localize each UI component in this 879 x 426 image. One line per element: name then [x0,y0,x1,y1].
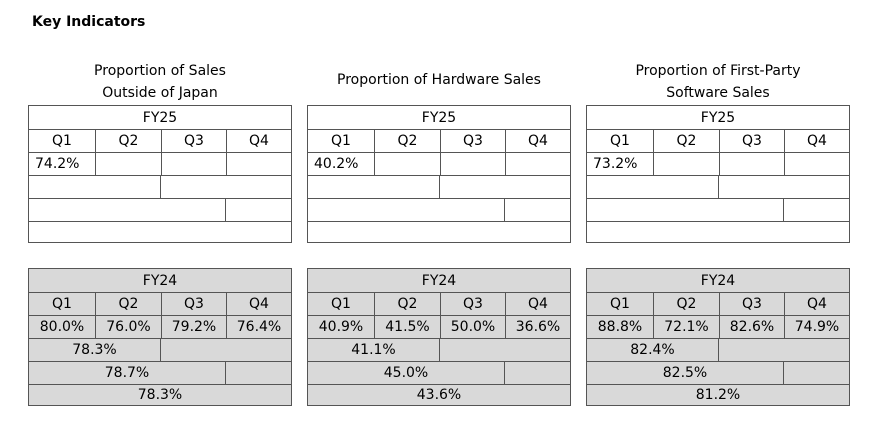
half-year-value: 41.1% [308,338,440,361]
quarter-header-q1: Q1 [587,292,653,315]
half-year-blank [719,175,849,198]
quarter-header-q4: Q4 [226,129,291,152]
quarter-header-q3: Q3 [161,292,226,315]
three-quarter-value: 82.5% [587,361,784,384]
full-year-value: 78.3% [29,384,291,405]
quarter-value-q2: 41.5% [374,315,440,338]
year-header: FY25 [700,109,736,126]
fy25-table-sales-outside-japan: FY25 Q1 Q2 Q3 Q4 74.2% [28,105,292,243]
year-header: FY25 [421,109,457,126]
three-quarter-blank [226,198,291,221]
half-year-blank [161,338,291,361]
quarter-value-q3: 82.6% [719,315,784,338]
quarter-value-q3 [440,152,505,175]
quarter-value-q1: 40.9% [308,315,374,338]
quarter-value-q4: 76.4% [226,315,291,338]
panel-title-line: Proportion of First-Party [635,63,801,79]
full-year-value: 43.6% [308,384,570,405]
year-header: FY24 [421,272,457,289]
panel-title-sales-outside-japan: Proportion of Sales Outside of Japan [28,60,292,104]
half-year-blank [440,338,570,361]
quarter-header-q2: Q2 [95,129,161,152]
fy25-table-hardware-sales: FY25 Q1 Q2 Q3 Q4 40.2% [307,105,571,243]
quarter-value-q4: 74.9% [784,315,849,338]
three-quarter-value [587,198,784,221]
quarter-header-q1: Q1 [29,129,95,152]
quarter-value-q1: 73.2% [587,152,653,175]
quarter-header-q1: Q1 [29,292,95,315]
half-year-value [308,175,440,198]
quarter-value-q2 [653,152,719,175]
three-quarter-blank [505,198,570,221]
quarter-value-q2: 76.0% [95,315,161,338]
three-quarter-blank [226,361,291,384]
half-year-value [29,175,161,198]
quarter-value-q2 [95,152,161,175]
half-year-blank [440,175,570,198]
half-year-value: 82.4% [587,338,719,361]
panel-title-line: Proportion of Hardware Sales [337,72,541,88]
quarter-header-q3: Q3 [440,292,505,315]
quarter-value-q3 [719,152,784,175]
half-year-blank [719,338,849,361]
half-year-value: 78.3% [29,338,161,361]
full-year-value [29,221,291,242]
quarter-value-q1: 40.2% [308,152,374,175]
fy24-table-hardware-sales: FY24 Q1 Q2 Q3 Q4 40.9% 41.5% 50.0% 36.6%… [307,268,571,406]
quarter-value-q4: 36.6% [505,315,570,338]
quarter-value-q1: 80.0% [29,315,95,338]
quarter-header-q4: Q4 [784,129,849,152]
quarter-header-q4: Q4 [505,129,570,152]
quarter-header-q2: Q2 [374,292,440,315]
three-quarter-blank [505,361,570,384]
year-header: FY24 [142,272,178,289]
three-quarter-blank [784,361,849,384]
half-year-blank [161,175,291,198]
quarter-header-q4: Q4 [784,292,849,315]
quarter-header-q2: Q2 [653,292,719,315]
full-year-value [308,221,570,242]
quarter-value-q3 [161,152,226,175]
quarter-header-q3: Q3 [440,129,505,152]
fy24-table-sales-outside-japan: FY24 Q1 Q2 Q3 Q4 80.0% 76.0% 79.2% 76.4%… [28,268,292,406]
quarter-value-q4 [784,152,849,175]
year-header: FY24 [700,272,736,289]
quarter-value-q2 [374,152,440,175]
quarter-value-q4 [226,152,291,175]
fy24-table-first-party-software: FY24 Q1 Q2 Q3 Q4 88.8% 72.1% 82.6% 74.9%… [586,268,850,406]
quarter-header-q1: Q1 [308,129,374,152]
three-quarter-value [29,198,226,221]
panel-title-line: Outside of Japan [102,85,218,101]
page-heading: Key Indicators [32,14,146,30]
three-quarter-value [308,198,505,221]
quarter-header-q2: Q2 [95,292,161,315]
quarter-value-q1: 88.8% [587,315,653,338]
quarter-header-q4: Q4 [226,292,291,315]
quarter-value-q3: 79.2% [161,315,226,338]
panel-title-line: Software Sales [666,85,770,101]
quarter-header-q3: Q3 [161,129,226,152]
quarter-header-q1: Q1 [308,292,374,315]
year-header: FY25 [142,109,178,126]
quarter-header-q3: Q3 [719,129,784,152]
panel-title-line: Proportion of Sales [94,63,226,79]
quarter-value-q1: 74.2% [29,152,95,175]
panel-title-first-party-software: Proportion of First-Party Software Sales [586,60,850,104]
three-quarter-value: 78.7% [29,361,226,384]
three-quarter-value: 45.0% [308,361,505,384]
half-year-value [587,175,719,198]
quarter-header-q2: Q2 [374,129,440,152]
quarter-value-q4 [505,152,570,175]
quarter-header-q3: Q3 [719,292,784,315]
panel-title-hardware-sales: Proportion of Hardware Sales [307,69,571,91]
quarter-header-q4: Q4 [505,292,570,315]
full-year-value [587,221,849,242]
quarter-value-q3: 50.0% [440,315,505,338]
full-year-value: 81.2% [587,384,849,405]
quarter-value-q2: 72.1% [653,315,719,338]
quarter-header-q1: Q1 [587,129,653,152]
three-quarter-blank [784,198,849,221]
quarter-header-q2: Q2 [653,129,719,152]
fy25-table-first-party-software: FY25 Q1 Q2 Q3 Q4 73.2% [586,105,850,243]
